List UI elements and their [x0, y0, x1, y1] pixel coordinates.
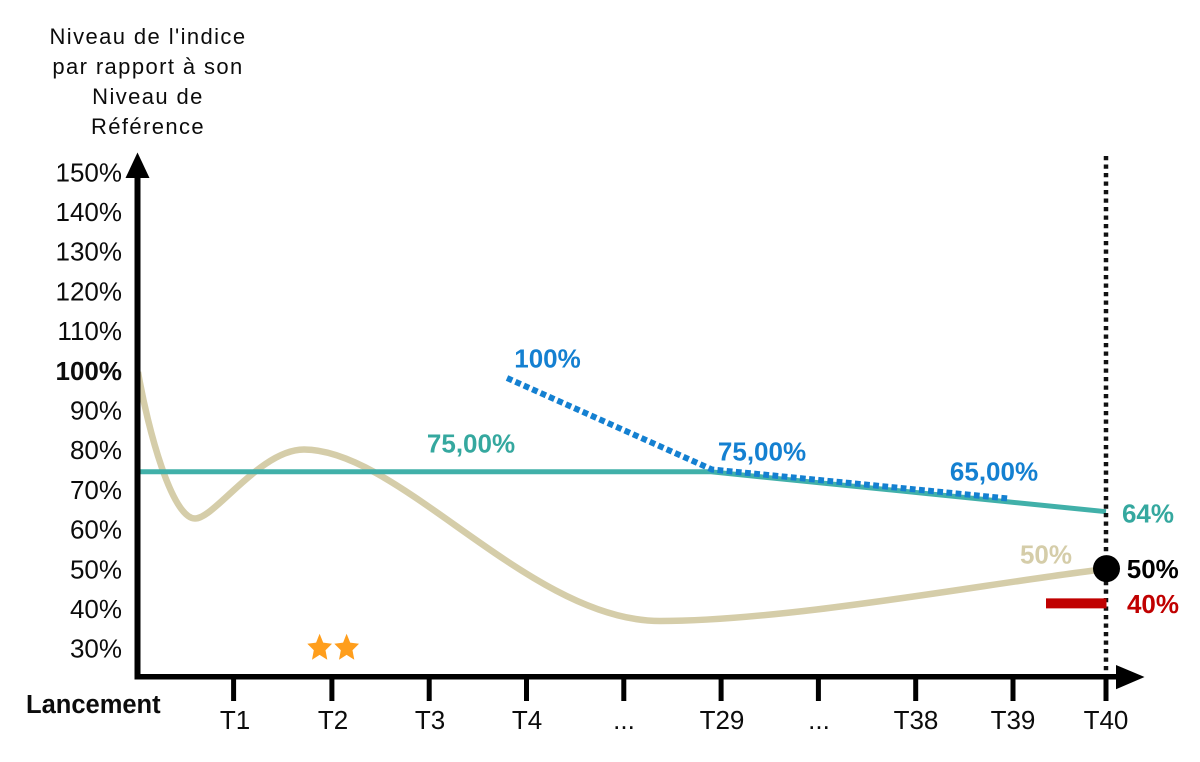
svg-text:Référence: Référence — [91, 114, 205, 139]
svg-text:100%: 100% — [56, 356, 123, 386]
svg-text:Niveau de: Niveau de — [92, 84, 204, 109]
svg-text:50%: 50% — [1020, 539, 1072, 569]
svg-text:40%: 40% — [70, 594, 122, 624]
svg-text:T1: T1 — [220, 705, 250, 735]
svg-text:70%: 70% — [70, 475, 122, 505]
svg-text:50%: 50% — [1127, 554, 1179, 584]
svg-text:130%: 130% — [56, 237, 123, 267]
svg-text:120%: 120% — [56, 276, 123, 306]
svg-text:T40: T40 — [1084, 705, 1129, 735]
svg-text:100%: 100% — [514, 344, 581, 374]
svg-text:T2: T2 — [318, 705, 348, 735]
svg-text:...: ... — [613, 705, 635, 735]
svg-text:140%: 140% — [56, 197, 123, 227]
svg-text:...: ... — [808, 705, 830, 735]
svg-text:40%: 40% — [1127, 589, 1179, 619]
svg-text:64%: 64% — [1122, 499, 1174, 529]
svg-text:par rapport à son: par rapport à son — [52, 54, 243, 79]
svg-text:T4: T4 — [512, 705, 542, 735]
svg-text:75,00%: 75,00% — [718, 437, 806, 467]
svg-text:75,00%: 75,00% — [427, 429, 515, 459]
svg-text:T3: T3 — [415, 705, 445, 735]
svg-text:80%: 80% — [70, 435, 122, 465]
svg-text:T39: T39 — [991, 705, 1036, 735]
svg-text:T29: T29 — [700, 705, 745, 735]
svg-text:T38: T38 — [894, 705, 939, 735]
svg-text:Niveau de l'indice: Niveau de l'indice — [50, 24, 247, 49]
svg-text:60%: 60% — [70, 515, 122, 545]
svg-text:110%: 110% — [57, 316, 122, 346]
svg-text:30%: 30% — [70, 634, 122, 664]
svg-text:150%: 150% — [56, 157, 123, 187]
svg-text:Lancement: Lancement — [26, 691, 161, 719]
svg-text:50%: 50% — [70, 554, 122, 584]
svg-text:90%: 90% — [70, 396, 122, 426]
svg-text:65,00%: 65,00% — [950, 456, 1038, 486]
